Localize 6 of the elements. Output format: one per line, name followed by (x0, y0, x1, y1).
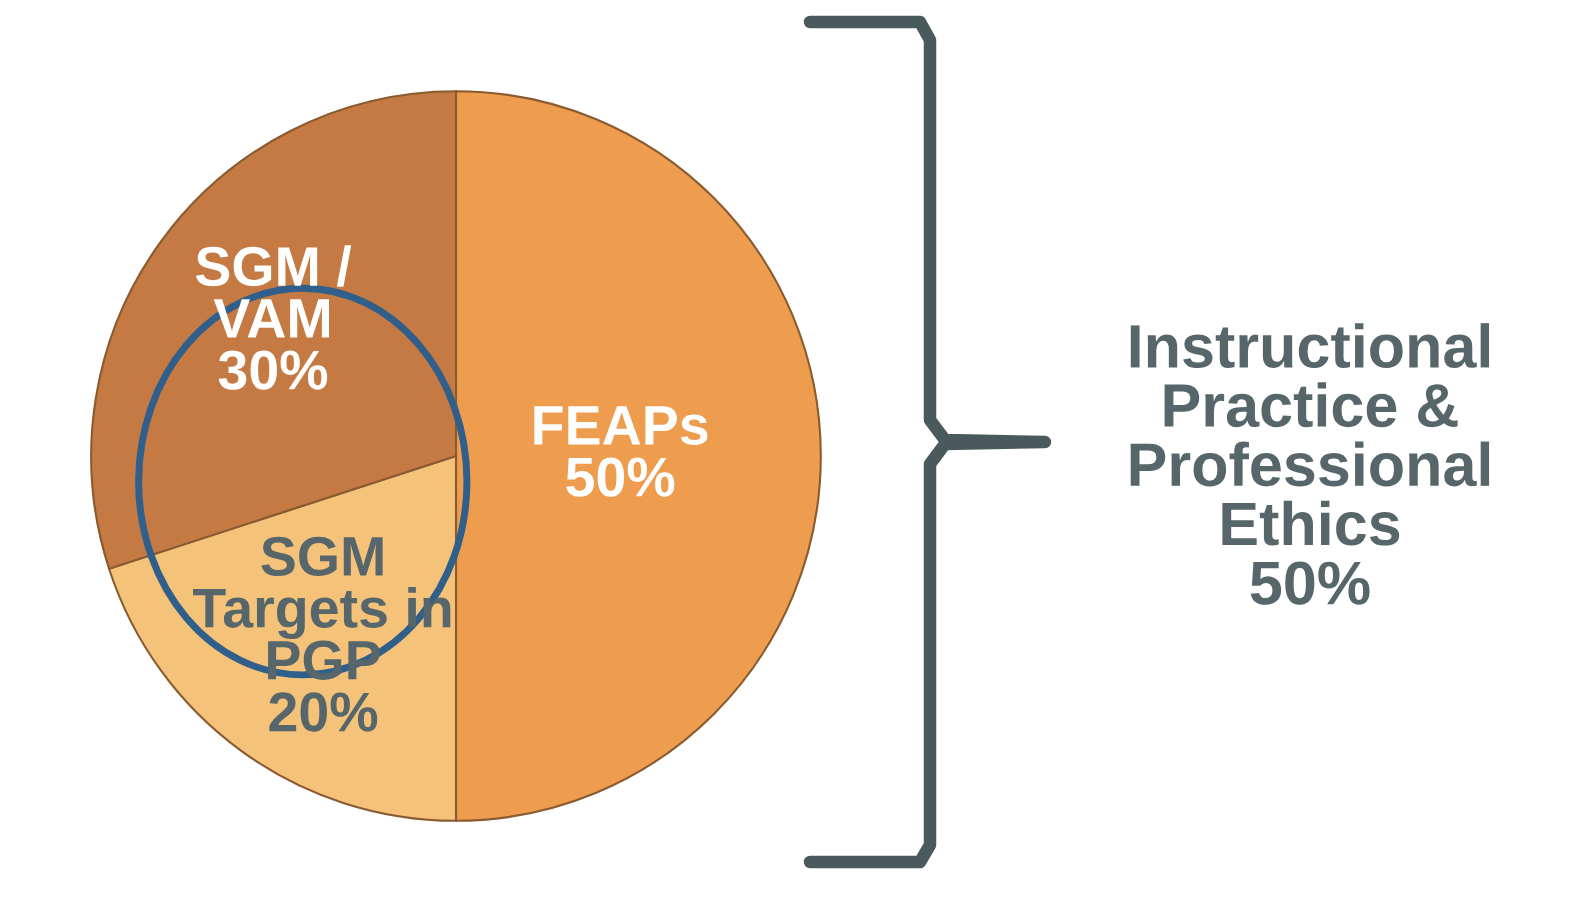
data-label: 50% (566, 457, 675, 497)
data-label: 20% (269, 692, 378, 732)
slice-label: FEAPs (534, 406, 708, 446)
slice-label: SGM / VAM (195, 245, 352, 338)
data-label: 30% (218, 350, 328, 390)
text: Instructional Practice & Professional Ethics 50% (1130, 323, 1490, 605)
